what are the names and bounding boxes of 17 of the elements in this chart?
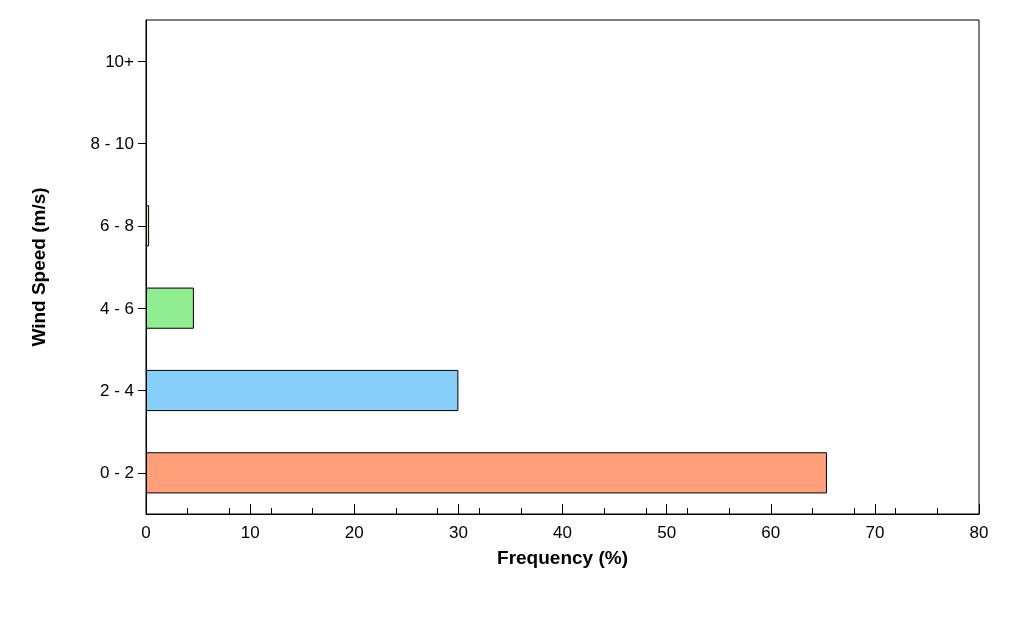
x-tick-label: 30 — [448, 523, 468, 542]
y-tick-label: 6 - 8 — [99, 216, 134, 236]
x-tick-label: 10 — [240, 523, 260, 542]
x-tick-label: 40 — [553, 523, 572, 542]
x-tick-label: 20 — [344, 523, 364, 542]
x-tick-label: 50 — [657, 523, 677, 542]
y-tick-label: 2 - 4 — [99, 381, 134, 400]
x-tick-label: 70 — [865, 523, 885, 542]
x-tick-label: 60 — [761, 523, 781, 542]
y-tick-label: 8 - 10 — [90, 134, 134, 153]
y-tick-label: 0 - 2 — [99, 463, 134, 483]
y-tick-label: 10+ — [105, 51, 135, 71]
y-axis-title: Wind Speed (m/s) — [28, 187, 49, 347]
y-tick-label: 4 - 6 — [99, 298, 134, 318]
x-tick-label: 0 — [141, 523, 151, 542]
x-axis-title: Frequency (%) — [497, 547, 628, 568]
x-tick-label: 80 — [969, 523, 989, 542]
